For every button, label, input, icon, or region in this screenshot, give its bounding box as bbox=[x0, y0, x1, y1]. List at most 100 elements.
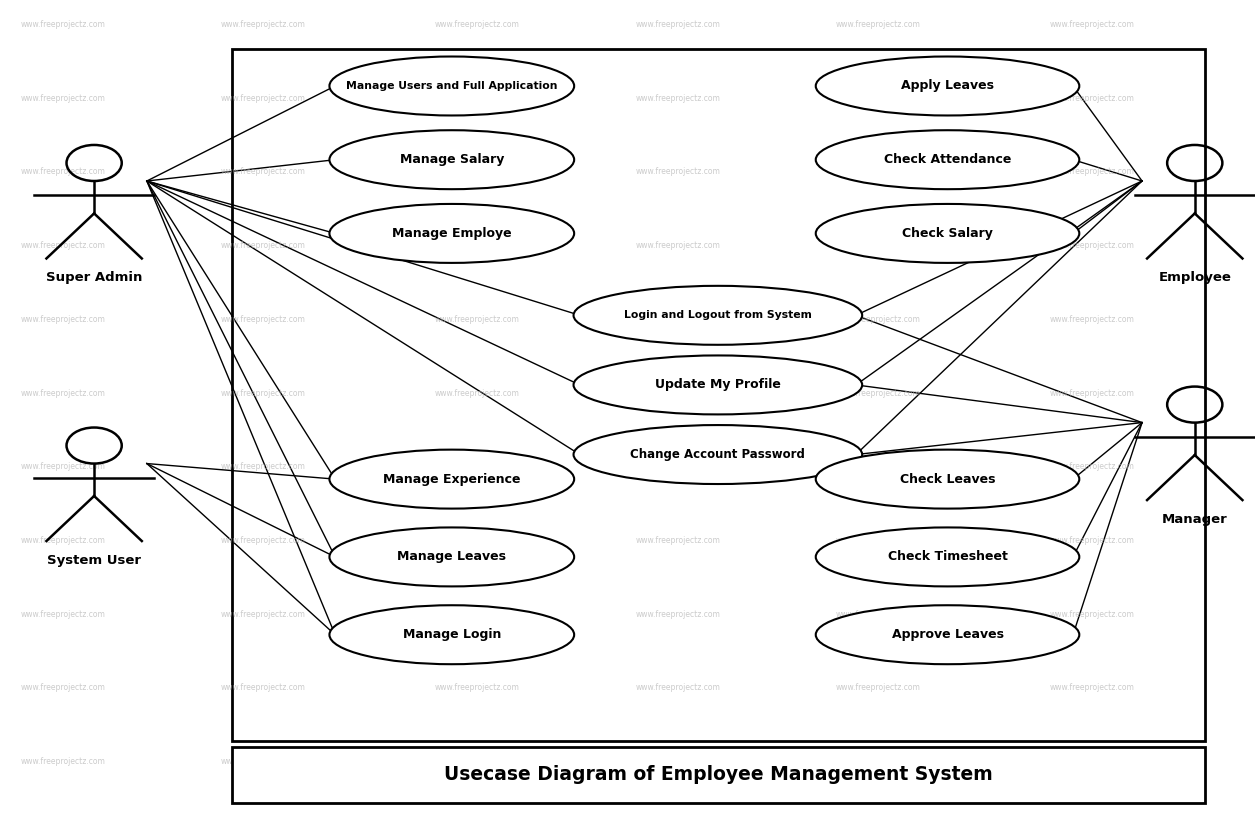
Text: www.freeprojectz.com: www.freeprojectz.com bbox=[434, 536, 520, 545]
Text: www.freeprojectz.com: www.freeprojectz.com bbox=[221, 94, 306, 102]
Text: www.freeprojectz.com: www.freeprojectz.com bbox=[20, 758, 105, 766]
Text: www.freeprojectz.com: www.freeprojectz.com bbox=[635, 242, 720, 250]
Text: www.freeprojectz.com: www.freeprojectz.com bbox=[20, 684, 105, 692]
Text: www.freeprojectz.com: www.freeprojectz.com bbox=[836, 94, 921, 102]
Ellipse shape bbox=[816, 130, 1079, 189]
Text: www.freeprojectz.com: www.freeprojectz.com bbox=[434, 610, 520, 618]
Ellipse shape bbox=[816, 57, 1079, 115]
Text: www.freeprojectz.com: www.freeprojectz.com bbox=[221, 168, 306, 176]
Text: www.freeprojectz.com: www.freeprojectz.com bbox=[221, 610, 306, 618]
Text: www.freeprojectz.com: www.freeprojectz.com bbox=[635, 536, 720, 545]
Text: Update My Profile: Update My Profile bbox=[655, 378, 781, 391]
Ellipse shape bbox=[816, 204, 1079, 263]
Ellipse shape bbox=[329, 130, 575, 189]
Text: www.freeprojectz.com: www.freeprojectz.com bbox=[635, 315, 720, 324]
Text: Check Salary: Check Salary bbox=[902, 227, 993, 240]
FancyBboxPatch shape bbox=[232, 747, 1205, 803]
Text: www.freeprojectz.com: www.freeprojectz.com bbox=[20, 315, 105, 324]
Text: www.freeprojectz.com: www.freeprojectz.com bbox=[836, 610, 921, 618]
Text: www.freeprojectz.com: www.freeprojectz.com bbox=[221, 536, 306, 545]
Text: www.freeprojectz.com: www.freeprojectz.com bbox=[434, 315, 520, 324]
Text: Manage Leaves: Manage Leaves bbox=[398, 550, 506, 563]
Text: www.freeprojectz.com: www.freeprojectz.com bbox=[20, 94, 105, 102]
Text: Usecase Diagram of Employee Management System: Usecase Diagram of Employee Management S… bbox=[444, 765, 993, 785]
Text: Approve Leaves: Approve Leaves bbox=[891, 628, 1004, 641]
Text: www.freeprojectz.com: www.freeprojectz.com bbox=[1049, 168, 1135, 176]
FancyBboxPatch shape bbox=[232, 49, 1205, 741]
Text: www.freeprojectz.com: www.freeprojectz.com bbox=[836, 389, 921, 397]
Text: www.freeprojectz.com: www.freeprojectz.com bbox=[434, 20, 520, 29]
Text: www.freeprojectz.com: www.freeprojectz.com bbox=[434, 242, 520, 250]
Text: Apply Leaves: Apply Leaves bbox=[901, 79, 994, 93]
Text: Check Timesheet: Check Timesheet bbox=[887, 550, 1008, 563]
Ellipse shape bbox=[574, 355, 862, 414]
Text: Manage Experience: Manage Experience bbox=[383, 473, 521, 486]
Text: Login and Logout from System: Login and Logout from System bbox=[624, 310, 812, 320]
Text: www.freeprojectz.com: www.freeprojectz.com bbox=[221, 758, 306, 766]
Text: Manage Users and Full Application: Manage Users and Full Application bbox=[346, 81, 557, 91]
Text: Super Admin: Super Admin bbox=[46, 271, 142, 284]
Text: Manage Salary: Manage Salary bbox=[399, 153, 505, 166]
Ellipse shape bbox=[329, 527, 575, 586]
Text: Manage Employe: Manage Employe bbox=[392, 227, 512, 240]
Text: Manage Login: Manage Login bbox=[403, 628, 501, 641]
Ellipse shape bbox=[329, 57, 575, 115]
Text: www.freeprojectz.com: www.freeprojectz.com bbox=[221, 20, 306, 29]
Text: www.freeprojectz.com: www.freeprojectz.com bbox=[1049, 536, 1135, 545]
Ellipse shape bbox=[816, 605, 1079, 664]
Ellipse shape bbox=[329, 605, 575, 664]
Text: www.freeprojectz.com: www.freeprojectz.com bbox=[635, 20, 720, 29]
Text: www.freeprojectz.com: www.freeprojectz.com bbox=[635, 94, 720, 102]
Text: www.freeprojectz.com: www.freeprojectz.com bbox=[1049, 610, 1135, 618]
Ellipse shape bbox=[574, 286, 862, 345]
Text: www.freeprojectz.com: www.freeprojectz.com bbox=[1049, 94, 1135, 102]
Text: www.freeprojectz.com: www.freeprojectz.com bbox=[1049, 242, 1135, 250]
Text: www.freeprojectz.com: www.freeprojectz.com bbox=[1049, 463, 1135, 471]
Text: www.freeprojectz.com: www.freeprojectz.com bbox=[434, 168, 520, 176]
Text: www.freeprojectz.com: www.freeprojectz.com bbox=[635, 463, 720, 471]
Text: www.freeprojectz.com: www.freeprojectz.com bbox=[1049, 315, 1135, 324]
Ellipse shape bbox=[816, 527, 1079, 586]
Text: www.freeprojectz.com: www.freeprojectz.com bbox=[434, 463, 520, 471]
Text: www.freeprojectz.com: www.freeprojectz.com bbox=[635, 168, 720, 176]
Text: www.freeprojectz.com: www.freeprojectz.com bbox=[836, 536, 921, 545]
Text: www.freeprojectz.com: www.freeprojectz.com bbox=[1049, 684, 1135, 692]
Text: Employee: Employee bbox=[1158, 271, 1231, 284]
Text: www.freeprojectz.com: www.freeprojectz.com bbox=[20, 389, 105, 397]
Ellipse shape bbox=[816, 450, 1079, 509]
Ellipse shape bbox=[329, 204, 575, 263]
Text: www.freeprojectz.com: www.freeprojectz.com bbox=[836, 242, 921, 250]
Text: www.freeprojectz.com: www.freeprojectz.com bbox=[1049, 389, 1135, 397]
Text: www.freeprojectz.com: www.freeprojectz.com bbox=[20, 168, 105, 176]
Text: www.freeprojectz.com: www.freeprojectz.com bbox=[221, 389, 306, 397]
Text: www.freeprojectz.com: www.freeprojectz.com bbox=[635, 389, 720, 397]
Ellipse shape bbox=[329, 450, 575, 509]
Text: www.freeprojectz.com: www.freeprojectz.com bbox=[836, 684, 921, 692]
Text: www.freeprojectz.com: www.freeprojectz.com bbox=[434, 758, 520, 766]
Text: www.freeprojectz.com: www.freeprojectz.com bbox=[20, 242, 105, 250]
Text: www.freeprojectz.com: www.freeprojectz.com bbox=[434, 94, 520, 102]
Text: www.freeprojectz.com: www.freeprojectz.com bbox=[221, 242, 306, 250]
Text: www.freeprojectz.com: www.freeprojectz.com bbox=[836, 315, 921, 324]
Text: www.freeprojectz.com: www.freeprojectz.com bbox=[221, 463, 306, 471]
Text: www.freeprojectz.com: www.freeprojectz.com bbox=[635, 684, 720, 692]
Text: www.freeprojectz.com: www.freeprojectz.com bbox=[434, 389, 520, 397]
Text: www.freeprojectz.com: www.freeprojectz.com bbox=[836, 758, 921, 766]
Text: www.freeprojectz.com: www.freeprojectz.com bbox=[1049, 758, 1135, 766]
Text: Change Account Password: Change Account Password bbox=[630, 448, 806, 461]
Text: www.freeprojectz.com: www.freeprojectz.com bbox=[434, 684, 520, 692]
Text: www.freeprojectz.com: www.freeprojectz.com bbox=[20, 463, 105, 471]
Text: www.freeprojectz.com: www.freeprojectz.com bbox=[20, 610, 105, 618]
Text: www.freeprojectz.com: www.freeprojectz.com bbox=[836, 463, 921, 471]
Text: Manager: Manager bbox=[1162, 513, 1227, 526]
Text: www.freeprojectz.com: www.freeprojectz.com bbox=[20, 536, 105, 545]
Ellipse shape bbox=[574, 425, 862, 484]
Text: www.freeprojectz.com: www.freeprojectz.com bbox=[20, 20, 105, 29]
Text: System User: System User bbox=[48, 554, 141, 567]
Text: Check Attendance: Check Attendance bbox=[884, 153, 1012, 166]
Text: www.freeprojectz.com: www.freeprojectz.com bbox=[221, 684, 306, 692]
Text: www.freeprojectz.com: www.freeprojectz.com bbox=[635, 610, 720, 618]
Text: Check Leaves: Check Leaves bbox=[900, 473, 995, 486]
Text: www.freeprojectz.com: www.freeprojectz.com bbox=[836, 20, 921, 29]
Text: www.freeprojectz.com: www.freeprojectz.com bbox=[836, 168, 921, 176]
